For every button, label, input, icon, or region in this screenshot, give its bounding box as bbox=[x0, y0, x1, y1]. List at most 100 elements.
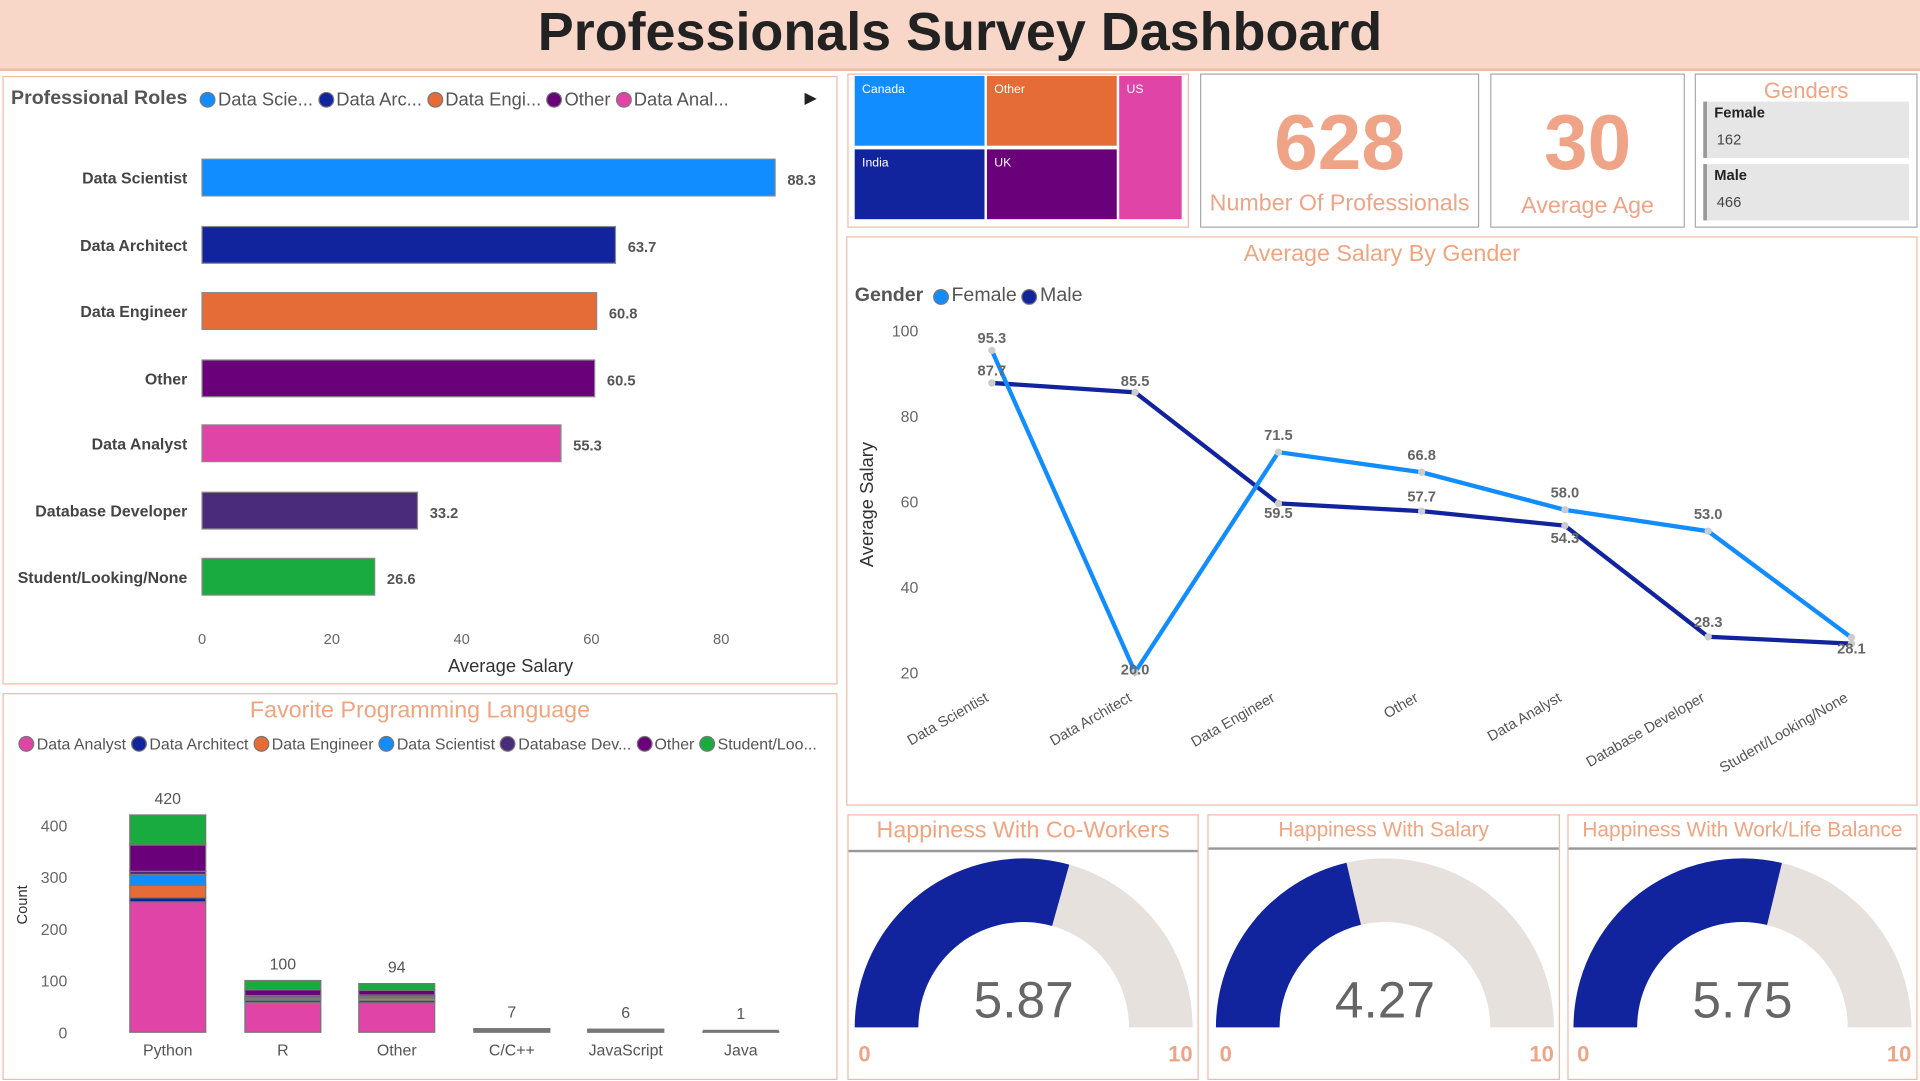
gauge-min: 0 bbox=[858, 1042, 870, 1067]
bar-segment[interactable] bbox=[473, 1028, 551, 1030]
data-point[interactable] bbox=[988, 379, 996, 387]
data-label: 60.5 bbox=[607, 374, 636, 390]
line-title: Average Salary By Gender bbox=[1243, 241, 1521, 267]
bar-segment[interactable] bbox=[358, 983, 436, 991]
category-label: Data Architect bbox=[80, 238, 188, 255]
legend-label: Data Scientist bbox=[396, 734, 496, 754]
legend-dot-icon bbox=[426, 91, 443, 108]
data-point[interactable] bbox=[1274, 448, 1283, 456]
gauge-chart: 5.75 0 10 bbox=[1573, 858, 1911, 1067]
x-tick-label: Other bbox=[377, 1043, 417, 1060]
bar[interactable] bbox=[201, 557, 376, 596]
data-label: 57.7 bbox=[1407, 489, 1436, 505]
bar[interactable] bbox=[201, 292, 598, 331]
bar[interactable] bbox=[201, 225, 617, 264]
legend-item[interactable]: Other bbox=[631, 735, 694, 753]
category-label: Student/Looking/None bbox=[18, 570, 188, 587]
legend-dot-icon bbox=[18, 735, 35, 752]
data-point[interactable] bbox=[1417, 468, 1426, 476]
data-label: 66.8 bbox=[1407, 448, 1436, 464]
data-point[interactable] bbox=[1274, 499, 1283, 508]
bar-segment[interactable] bbox=[587, 1028, 665, 1031]
bar-segment[interactable] bbox=[129, 901, 207, 1033]
bar-segment[interactable] bbox=[473, 1029, 550, 1033]
data-label: 85.5 bbox=[1121, 374, 1150, 390]
bar-segment[interactable] bbox=[129, 814, 207, 846]
legend-item[interactable]: Data Engi... bbox=[422, 89, 541, 110]
bar-segment[interactable] bbox=[587, 1029, 664, 1033]
legend-item[interactable]: Student/Loo... bbox=[694, 735, 817, 753]
data-label: 87.7 bbox=[978, 364, 1007, 380]
legend-item[interactable]: Other bbox=[541, 89, 610, 110]
data-label: 20.0 bbox=[1121, 663, 1150, 679]
legend-item[interactable]: Female bbox=[928, 285, 1017, 307]
bar[interactable] bbox=[201, 359, 596, 398]
data-point[interactable] bbox=[1131, 388, 1139, 397]
bar-segment[interactable] bbox=[129, 897, 207, 903]
bar[interactable] bbox=[201, 158, 776, 197]
treemap-cell-india[interactable]: India bbox=[854, 149, 985, 220]
y-axis-title: Count bbox=[15, 885, 31, 924]
data-point[interactable] bbox=[1847, 639, 1856, 648]
bar-segment[interactable] bbox=[244, 989, 322, 997]
bar-segment[interactable] bbox=[129, 873, 207, 886]
legend-item[interactable]: Data Scientist bbox=[374, 735, 495, 753]
kpi-value: 628 bbox=[1274, 97, 1405, 187]
data-point[interactable] bbox=[1704, 527, 1712, 535]
legend-item[interactable]: Male bbox=[1017, 285, 1083, 307]
bar[interactable] bbox=[201, 491, 419, 530]
legend-item[interactable]: Data Analyst bbox=[13, 735, 126, 753]
data-point[interactable] bbox=[1131, 668, 1139, 676]
data-point[interactable] bbox=[1704, 633, 1712, 641]
gauge-chart: 5.87 0 10 bbox=[854, 858, 1193, 1067]
y-tick-label: 100 bbox=[892, 323, 919, 340]
kpi-value: 30 bbox=[1543, 97, 1632, 187]
treemap-cell-canada[interactable]: Canada bbox=[854, 75, 985, 146]
x-tick-label: Student/Looking/None bbox=[1717, 690, 1851, 777]
bar-segment[interactable] bbox=[129, 844, 207, 872]
legend-item[interactable]: Database Dev... bbox=[495, 735, 631, 753]
bar[interactable] bbox=[201, 424, 562, 463]
bar-segment[interactable] bbox=[129, 884, 207, 899]
treemap-cell-other[interactable]: Other bbox=[986, 75, 1117, 146]
legend-item[interactable]: Data Anal... bbox=[610, 89, 729, 110]
legend-label: Other bbox=[654, 734, 695, 754]
data-point[interactable] bbox=[988, 346, 996, 355]
bar-segment[interactable] bbox=[358, 989, 436, 996]
bar-segment[interactable] bbox=[244, 1001, 322, 1033]
treemap-cell-uk[interactable]: UK bbox=[986, 149, 1117, 220]
legend-label: Data Architect bbox=[149, 734, 249, 754]
legend-item[interactable]: Data Scie... bbox=[195, 89, 313, 110]
bar-segment[interactable] bbox=[244, 979, 322, 991]
gender-female-box[interactable]: Female 162 bbox=[1703, 101, 1909, 158]
data-label: 28.3 bbox=[1694, 615, 1723, 631]
gauge-max: 10 bbox=[1529, 1042, 1554, 1067]
data-point[interactable] bbox=[1847, 633, 1856, 642]
legend-dot-icon bbox=[499, 735, 516, 752]
caret-right-icon[interactable]: ▶ bbox=[804, 88, 817, 107]
bar-segment[interactable] bbox=[358, 1002, 436, 1033]
legend-label: Data Engi... bbox=[445, 88, 542, 110]
data-point[interactable] bbox=[1561, 506, 1569, 514]
legend-dot-icon bbox=[378, 735, 395, 752]
gender-male-box[interactable]: Male 466 bbox=[1703, 164, 1909, 221]
legend-label: Data Arc... bbox=[336, 88, 422, 110]
gauge-max: 10 bbox=[1168, 1042, 1193, 1067]
legend-item[interactable]: Data Architect bbox=[126, 735, 248, 753]
salary-line-chart: 20 40 60 80 100 Average Salary 95.3 20.0 71.5 66.… bbox=[856, 323, 1866, 777]
bar-segment[interactable] bbox=[702, 1029, 779, 1033]
treemap-cell-us[interactable]: US bbox=[1119, 75, 1182, 220]
legend-item[interactable]: Data Arc... bbox=[313, 89, 422, 110]
x-tick-label: Data Engineer bbox=[1189, 690, 1278, 751]
legend-dot-icon bbox=[131, 735, 147, 752]
data-point[interactable] bbox=[1561, 521, 1569, 530]
legend-item[interactable]: Data Engineer bbox=[248, 735, 374, 753]
language-title: Favorite Programming Language bbox=[249, 697, 591, 724]
x-tick-label: 20 bbox=[324, 632, 340, 648]
kpi-label: Average Age bbox=[1521, 193, 1654, 220]
legend-label: Male bbox=[1040, 285, 1083, 307]
data-point[interactable] bbox=[1417, 507, 1426, 515]
data-label: 60.8 bbox=[609, 306, 638, 322]
gauge-value: 4.27 bbox=[1335, 971, 1435, 1029]
dashboard-header: Professionals Survey Dashboard bbox=[0, 0, 1920, 72]
